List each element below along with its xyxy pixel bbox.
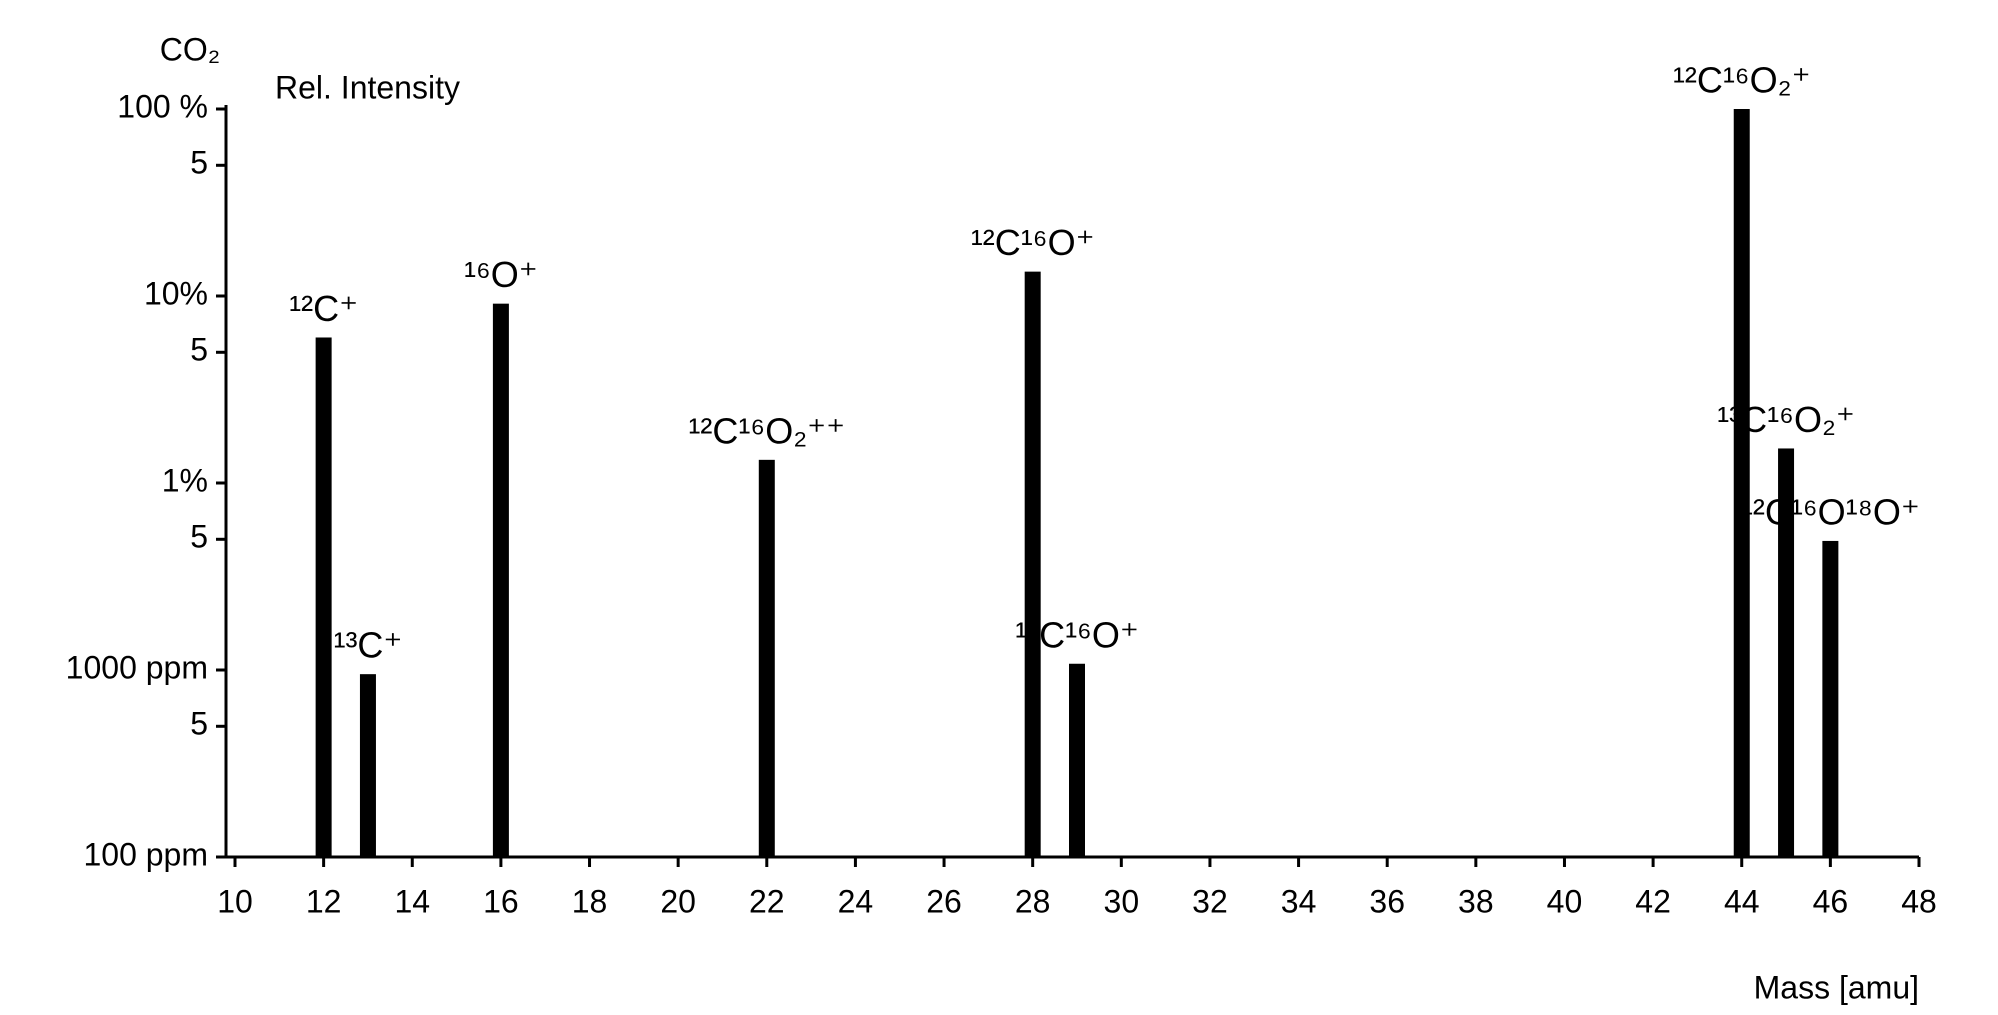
peak-label: ¹²C¹⁶O⁺ — [971, 222, 1095, 263]
x-tick-label: 26 — [926, 883, 962, 919]
peak-label: ¹²C¹⁶O¹⁸O⁺ — [1741, 491, 1920, 532]
peak-label: ¹³C¹⁶O₂⁺ — [1717, 399, 1855, 440]
x-tick-label: 18 — [572, 883, 608, 919]
y-tick-label: 100 % — [117, 88, 208, 124]
bar — [1069, 663, 1085, 857]
bar — [492, 303, 509, 857]
y-tick-label: 5 — [190, 706, 208, 742]
peak-label: ¹⁶O⁺ — [464, 254, 538, 295]
x-tick-label: 24 — [838, 883, 874, 919]
x-tick-label: 12 — [306, 883, 342, 919]
chart-title: CO₂ — [160, 31, 220, 67]
x-tick-label: 36 — [1369, 883, 1405, 919]
peak-label: ¹²C¹⁶O₂⁺ — [1673, 60, 1811, 101]
x-tick-label: 30 — [1104, 883, 1140, 919]
bar — [359, 674, 376, 857]
peak-label: ¹³C¹⁶O⁺ — [1015, 614, 1139, 655]
y-axis-label: Rel. Intensity — [275, 69, 460, 105]
x-tick-label: 20 — [660, 883, 696, 919]
y-tick-label: 1000 ppm — [66, 649, 208, 685]
bar — [758, 459, 775, 857]
y-tick-label: 1% — [162, 462, 208, 498]
x-tick-label: 48 — [1901, 883, 1937, 919]
bar — [1024, 271, 1041, 858]
bar — [1822, 540, 1839, 857]
x-tick-label: 32 — [1192, 883, 1228, 919]
x-tick-label: 46 — [1813, 883, 1849, 919]
peak-label: ¹²C¹⁶O₂⁺⁺ — [688, 410, 845, 451]
x-tick-label: 44 — [1724, 883, 1760, 919]
x-axis-label: Mass [amu] — [1754, 969, 1919, 1005]
bar — [1733, 109, 1750, 857]
y-tick-label: 100 ppm — [83, 836, 208, 872]
y-tick-label: 10% — [144, 275, 208, 311]
x-tick-label: 28 — [1015, 883, 1051, 919]
x-tick-label: 34 — [1281, 883, 1317, 919]
x-tick-label: 10 — [217, 883, 253, 919]
y-tick-label: 5 — [190, 145, 208, 181]
x-tick-label: 14 — [394, 883, 430, 919]
bar — [315, 337, 332, 857]
x-tick-label: 42 — [1635, 883, 1671, 919]
y-tick-label: 5 — [190, 519, 208, 555]
x-tick-label: 40 — [1547, 883, 1583, 919]
x-tick-label: 22 — [749, 883, 785, 919]
y-tick-label: 5 — [190, 332, 208, 368]
bar — [1778, 448, 1795, 857]
peak-label: ¹³C⁺ — [333, 625, 402, 666]
x-tick-label: 16 — [483, 883, 519, 919]
peak-label: ¹²C⁺ — [289, 288, 358, 329]
x-tick-label: 38 — [1458, 883, 1494, 919]
